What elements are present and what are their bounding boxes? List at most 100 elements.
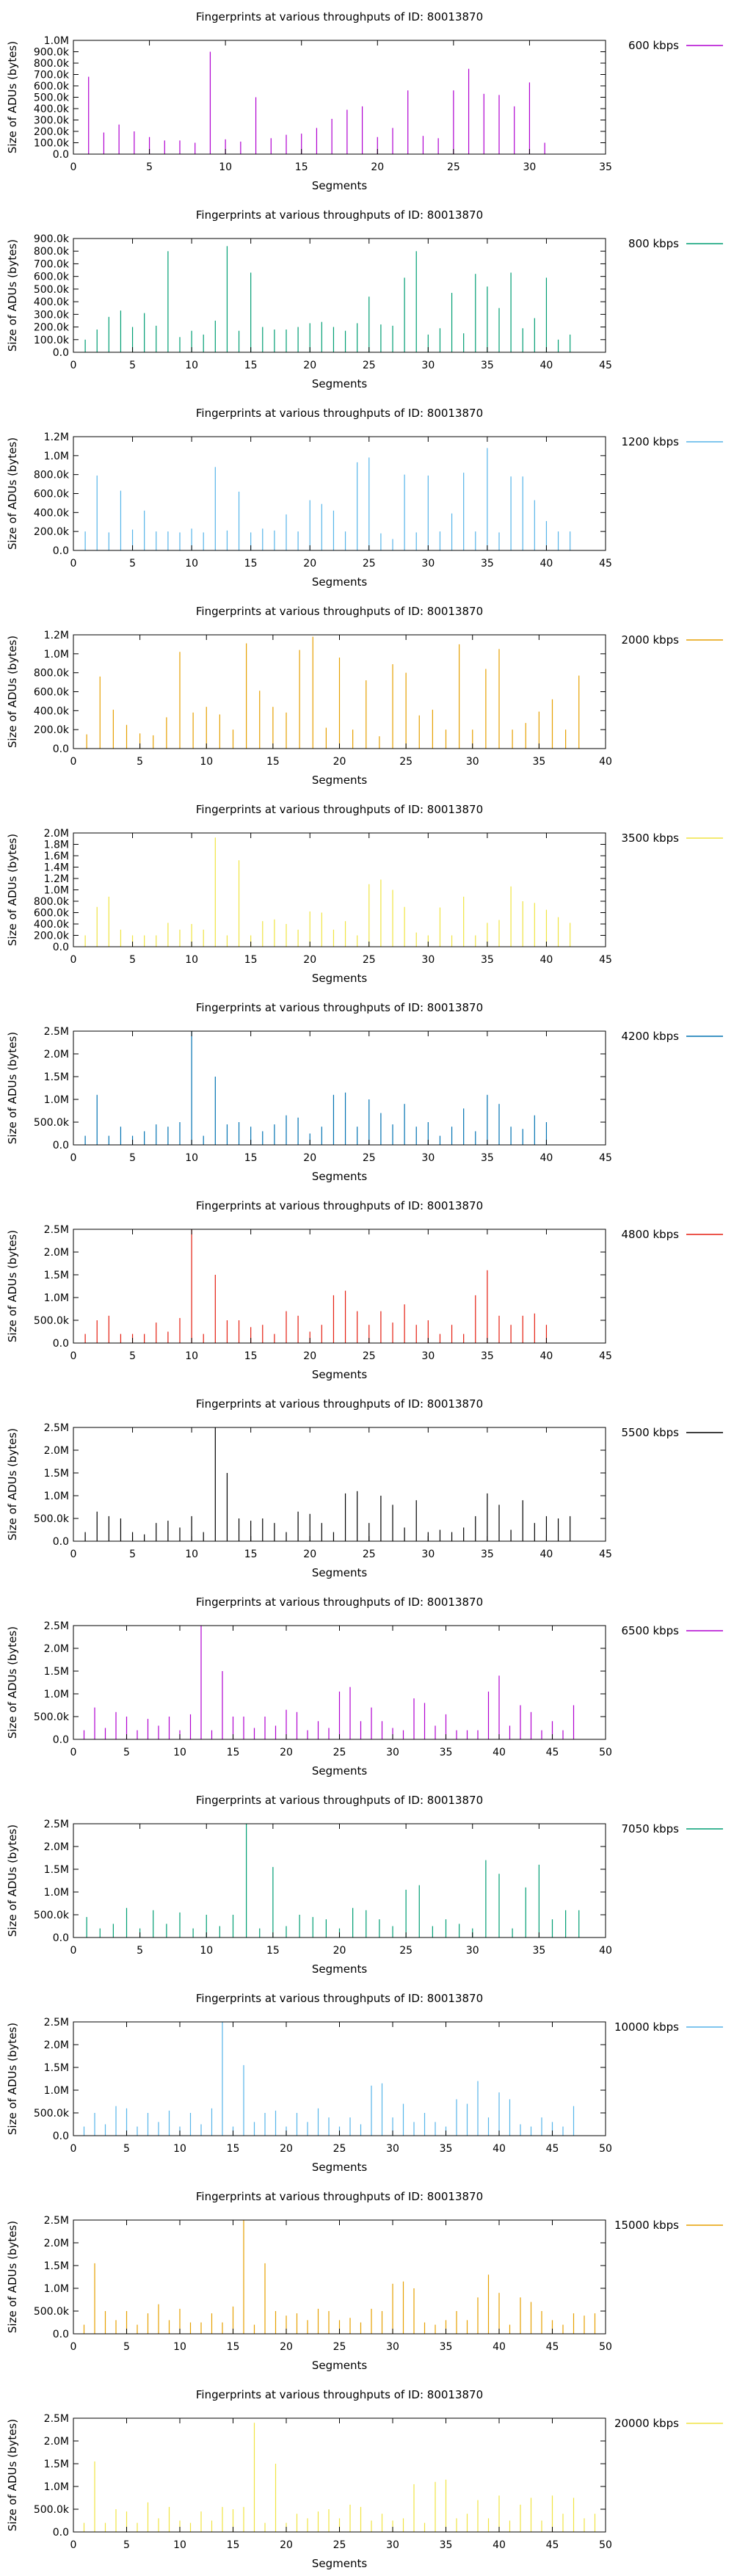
plot-frame (73, 832, 606, 947)
y-axis-label: Size of ADUs (bytes) (6, 2023, 19, 2135)
x-tick-label: 40 (540, 1152, 553, 1164)
x-tick-label: 25 (333, 2539, 346, 2551)
y-tick-label: 1.0M (44, 2085, 69, 2097)
y-tick-label: 2.0M (44, 1643, 69, 1655)
x-tick-label: 15 (244, 1350, 258, 1362)
x-tick-label: 0 (70, 1350, 77, 1362)
y-axis-label: Size of ADUs (bytes) (6, 1230, 19, 1342)
y-tick-label: 600.0k (34, 272, 70, 283)
x-tick-label: 10 (185, 1549, 198, 1560)
x-tick-label: 35 (440, 2539, 453, 2551)
x-axis-label: Segments (312, 179, 368, 192)
x-tick-label: 5 (123, 2143, 130, 2155)
x-tick-label: 20 (303, 1549, 316, 1560)
x-tick-label: 10 (200, 1945, 213, 1957)
chart-svg: Fingerprints at various throughputs of I… (6, 1992, 723, 2174)
x-tick-label: 10 (173, 1747, 186, 1758)
chart-svg: Fingerprints at various throughputs of I… (6, 1199, 723, 1381)
y-axis-label: Size of ADUs (bytes) (6, 2221, 19, 2333)
x-tick-label: 15 (227, 2539, 240, 2551)
chart-title: Fingerprints at various throughputs of I… (196, 208, 483, 222)
x-tick-label: 25 (399, 1945, 413, 1957)
y-tick-label: 600.0k (34, 908, 70, 920)
y-tick-label: 1.0M (44, 1689, 69, 1700)
x-tick-label: 15 (244, 1152, 258, 1164)
x-tick-label: 45 (599, 1350, 612, 1362)
x-axis-label: Segments (312, 1368, 368, 1381)
chart-panel: Fingerprints at various throughputs of I… (0, 396, 734, 594)
x-tick-label: 10 (173, 2143, 186, 2155)
y-tick-label: 1.0M (44, 35, 69, 47)
x-tick-label: 0 (70, 1747, 77, 1758)
x-tick-label: 20 (333, 1945, 346, 1957)
chart-title: Fingerprints at various throughputs of I… (196, 1992, 483, 2005)
chart-title: Fingerprints at various throughputs of I… (196, 1199, 483, 1212)
x-tick-label: 40 (540, 360, 553, 371)
y-tick-label: 0.0 (53, 347, 69, 359)
x-tick-label: 20 (333, 756, 346, 768)
y-tick-label: 500.0k (34, 2108, 70, 2120)
chart-svg: Fingerprints at various throughputs of I… (6, 208, 723, 390)
x-tick-label: 0 (70, 161, 77, 173)
y-tick-label: 2.0M (44, 1049, 69, 1060)
y-axis-label: Size of ADUs (bytes) (6, 1428, 19, 1540)
x-tick-label: 20 (303, 558, 316, 570)
y-tick-label: 500.0k (34, 1513, 70, 1525)
y-tick-label: 1.2M (44, 873, 69, 885)
chart-svg: Fingerprints at various throughputs of I… (6, 10, 723, 192)
y-tick-label: 600.0k (34, 81, 70, 92)
x-tick-label: 35 (481, 558, 494, 570)
x-tick-label: 25 (363, 1549, 376, 1560)
x-tick-label: 30 (421, 954, 435, 966)
x-axis-label: Segments (312, 377, 368, 390)
legend-label: 600 kbps (628, 39, 679, 52)
plot-frame (73, 40, 606, 155)
x-tick-label: 20 (280, 2341, 293, 2353)
x-tick-label: 50 (599, 2341, 612, 2353)
x-tick-label: 30 (386, 2143, 399, 2155)
plot-frame (73, 2021, 606, 2136)
y-tick-label: 2.5M (44, 1224, 69, 1236)
x-tick-label: 0 (70, 1152, 77, 1164)
legend-label: 3500 kbps (622, 832, 680, 845)
y-tick-label: 800.0k (34, 896, 70, 908)
x-tick-label: 25 (363, 1152, 376, 1164)
x-tick-label: 20 (371, 161, 384, 173)
y-tick-label: 900.0k (34, 47, 70, 59)
legend-label: 7050 kbps (622, 1822, 680, 1835)
y-tick-label: 2.5M (44, 1620, 69, 1632)
y-tick-label: 0.0 (53, 1932, 69, 1944)
x-tick-label: 0 (70, 558, 77, 570)
x-tick-label: 35 (440, 2143, 453, 2155)
x-tick-label: 10 (200, 756, 213, 768)
x-tick-label: 30 (386, 2341, 399, 2353)
x-tick-label: 40 (540, 954, 553, 966)
y-tick-label: 500.0k (34, 1711, 70, 1723)
x-tick-label: 10 (185, 954, 198, 966)
x-tick-label: 5 (129, 1152, 136, 1164)
x-axis-label: Segments (312, 1764, 368, 1778)
y-tick-label: 2.0M (44, 2436, 69, 2448)
y-tick-label: 0.0 (53, 1734, 69, 1746)
x-tick-label: 30 (421, 1350, 435, 1362)
y-tick-label: 0.0 (53, 545, 69, 557)
x-tick-label: 40 (493, 2143, 506, 2155)
chart-svg: Fingerprints at various throughputs of I… (6, 2190, 723, 2372)
plot-frame (73, 436, 606, 551)
x-tick-label: 20 (280, 2539, 293, 2551)
y-tick-label: 1.8M (44, 840, 69, 851)
y-tick-label: 500.0k (34, 284, 70, 296)
x-tick-label: 0 (70, 360, 77, 371)
y-tick-label: 0.0 (53, 2329, 69, 2340)
chart-svg: Fingerprints at various throughputs of I… (6, 803, 723, 985)
x-tick-label: 30 (421, 1549, 435, 1560)
chart-panel: Fingerprints at various throughputs of I… (0, 991, 734, 1189)
chart-panel: Fingerprints at various throughputs of I… (0, 594, 734, 793)
x-tick-label: 40 (540, 1549, 553, 1560)
x-tick-label: 40 (493, 2539, 506, 2551)
y-tick-label: 1.5M (44, 1864, 69, 1876)
plot-frame (73, 1229, 606, 1344)
chart-title: Fingerprints at various throughputs of I… (196, 2190, 483, 2203)
legend-label: 10000 kbps (614, 2020, 679, 2034)
x-tick-label: 45 (599, 360, 612, 371)
